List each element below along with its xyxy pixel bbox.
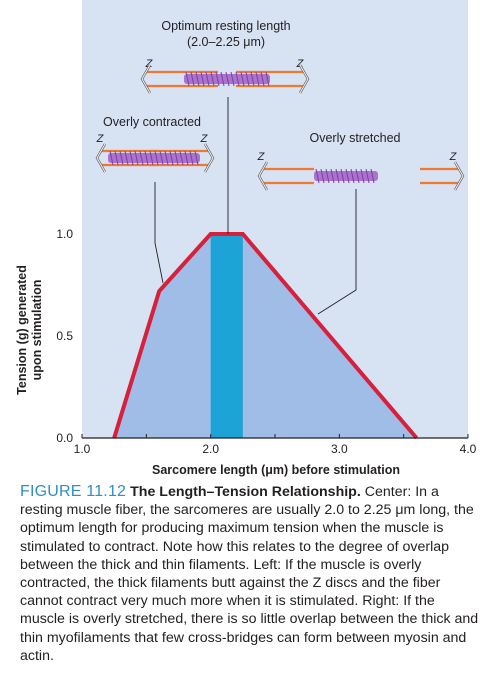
- z-label-stretched-right: Z: [449, 151, 458, 163]
- z-label-contracted-right: Z: [200, 133, 209, 145]
- y-axis-label-line2: upon stimulation: [30, 280, 44, 381]
- myosin-head: [255, 71, 260, 87]
- myosin-head: [159, 150, 164, 166]
- leader-line-stretched: [317, 189, 357, 315]
- myosin-head: [220, 71, 225, 87]
- myosin-head: [340, 168, 345, 184]
- figure-number: FIGURE 11.12: [20, 483, 127, 500]
- overly-stretched-label: Overly stretched: [309, 131, 400, 145]
- myosin-head: [250, 71, 255, 87]
- myosin-head: [184, 150, 189, 166]
- myosin-head: [350, 168, 355, 184]
- myosin-head: [370, 168, 375, 184]
- optimum-title: Optimum resting length: [161, 19, 290, 33]
- myosin-head: [205, 71, 210, 87]
- optimum-length-band: [210, 234, 243, 438]
- y-tick-label: 0.0: [56, 431, 73, 445]
- myosin-head: [119, 150, 124, 166]
- myosin-head: [210, 71, 215, 87]
- sarcomere-contracted-illustration: [95, 143, 215, 173]
- leader-line-contracted: [154, 182, 164, 284]
- myosin-head: [139, 150, 144, 166]
- figure-caption: FIGURE 11.12 The Length–Tension Relation…: [20, 483, 480, 665]
- z-disc-highlight: [258, 161, 268, 191]
- tension-area: [114, 234, 423, 438]
- x-tick-label: 3.0: [331, 442, 348, 456]
- myosin-head: [315, 168, 320, 184]
- myosin-head: [144, 150, 149, 166]
- myosin-head: [240, 71, 245, 87]
- z-label-optimum-left: Z: [145, 58, 154, 70]
- x-tick-label: 4.0: [460, 442, 477, 456]
- myosin-head: [189, 150, 194, 166]
- y-axis-ticks: 0.0 0.5 1.0: [56, 227, 73, 445]
- sarcomere-optimum-illustration: [140, 64, 310, 94]
- myosin-head: [230, 71, 235, 87]
- myosin-head: [225, 71, 230, 87]
- myosin-head: [169, 150, 174, 166]
- myosin-head: [164, 150, 169, 166]
- x-tick-label: 1.0: [74, 442, 91, 456]
- x-axis-ticks: 1.0 2.0 3.0 4.0: [74, 434, 477, 456]
- z-disc-highlight: [141, 64, 151, 94]
- sarcomere-stretched-illustration: [257, 161, 465, 191]
- optimum-range: (2.0–2.25 μm): [187, 35, 265, 49]
- myosin-head: [194, 150, 199, 166]
- figure-caption-body: Center: In a resting muscle fiber, the s…: [20, 484, 479, 664]
- z-disc-highlight: [299, 64, 309, 94]
- z-label-stretched-left: Z: [257, 151, 266, 163]
- figure-title: The Length–Tension Relationship.: [130, 484, 361, 500]
- myosin-head: [124, 150, 129, 166]
- myosin-head: [330, 168, 335, 184]
- myosin-head: [365, 168, 370, 184]
- y-axis-label-line1: Tension (g) generated: [15, 265, 29, 395]
- z-disc-highlight: [454, 161, 464, 191]
- myosin-head: [195, 71, 200, 87]
- myosin-head: [360, 168, 365, 184]
- myosin-head: [215, 71, 220, 87]
- myosin-head: [260, 71, 265, 87]
- myosin-head: [109, 150, 114, 166]
- length-tension-chart: 1.0 2.0 3.0 4.0 0.0 0.5 1.0 Sarcomere length …: [15, 0, 477, 477]
- myosin-head: [200, 71, 205, 87]
- myosin-head: [245, 71, 250, 87]
- x-tick-label: 2.0: [202, 442, 219, 456]
- myosin-head: [190, 71, 195, 87]
- myosin-head: [335, 168, 340, 184]
- myosin-head: [355, 168, 360, 184]
- overly-contracted-label: Overly contracted: [103, 115, 201, 129]
- z-label-contracted-left: Z: [96, 133, 105, 145]
- myosin-head: [174, 150, 179, 166]
- y-tick-label: 1.0: [56, 227, 73, 241]
- myosin-head: [114, 150, 119, 166]
- myosin-head: [134, 150, 139, 166]
- myosin-head: [129, 150, 134, 166]
- myosin-head: [325, 168, 330, 184]
- myosin-head: [149, 150, 154, 166]
- myosin-head: [154, 150, 159, 166]
- z-label-optimum-right: Z: [296, 58, 305, 70]
- myosin-head: [179, 150, 184, 166]
- myosin-head: [185, 71, 190, 87]
- z-disc-highlight: [204, 143, 214, 173]
- x-axis-label: Sarcomere length (μm) before stimulation: [152, 463, 400, 477]
- myosin-head: [320, 168, 325, 184]
- z-disc-highlight: [96, 143, 106, 173]
- length-tension-curve: [112, 232, 419, 440]
- myosin-head: [265, 71, 270, 87]
- y-tick-label: 0.5: [56, 329, 73, 343]
- myosin-head: [235, 71, 240, 87]
- myosin-head: [345, 168, 350, 184]
